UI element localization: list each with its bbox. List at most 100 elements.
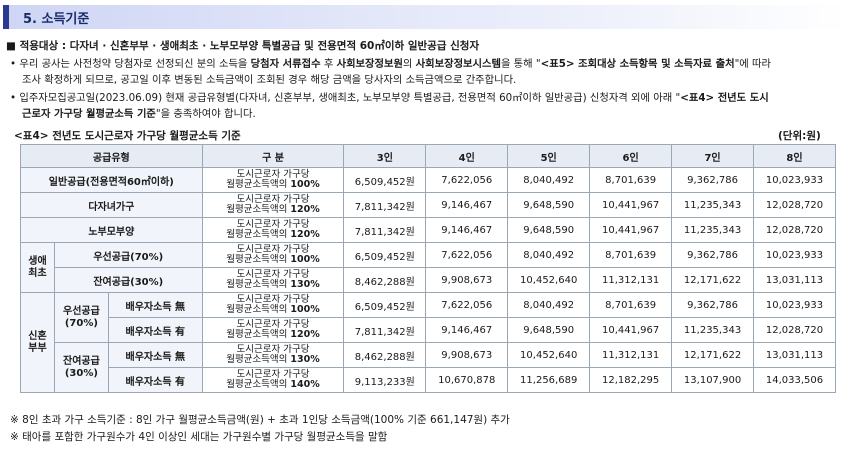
para1-bold-system: 사회보장정보시스템 (415, 58, 501, 70)
value-cell: 10,441,967 (589, 217, 673, 243)
row-label: 일반공급(전용면적60㎡이하) (20, 167, 203, 193)
para2-bold-criteria: 근로자 가구당 월평균소득 기준 (22, 108, 156, 120)
para1-bold-table5: <표5> 조회대상 소득항목 및 소득자료 출처 (540, 58, 735, 70)
row-label: 배우자소득 無 (107, 342, 203, 368)
std-line-1: 도시근로자 가구당 (236, 319, 310, 330)
std-cell: 도시근로자 가구당 월평균소득액의 130% (201, 342, 345, 368)
value-cell: 10,670,878 (425, 367, 509, 393)
table-row: 신혼 부부 우선공급 (70%) 배우자소득 無 도시근로자 가구당 월평균소득액… (20, 292, 836, 393)
header-col-7: 7인 (671, 144, 755, 168)
header-col-3: 3인 (343, 144, 427, 168)
note-2: ※ 태아를 포함한 가구원수가 4인 이상인 세대는 가구원수별 가구당 월평균… (10, 431, 388, 443)
value-cell: 12,028,720 (753, 317, 836, 343)
std-cell: 도시근로자 가구당 월평균소득액의 120% (201, 317, 345, 343)
std-percent: 100% (290, 304, 320, 315)
std-percent: 120% (290, 329, 320, 340)
header-col-4: 4인 (425, 144, 509, 168)
value-cell: 9,908,673 (425, 267, 509, 293)
table-title: <표4> 전년도 도시근로자 가구당 월평균소득 기준 (14, 130, 241, 142)
income-criteria-table: 공급유형 구 분 3인 4인 5인 6인 7인 8인 일반공급(전용면적60㎡이… (20, 144, 836, 393)
para1-text-g: 을 통해 " (500, 58, 541, 70)
row-label: 우선공급(70%) (53, 242, 203, 268)
para1-text-a: • 우리 공사는 사전청약 당첨자로 선정되신 분의 소득을 (10, 58, 251, 70)
value-cell: 9,648,590 (507, 192, 591, 218)
para1-line2: 조사 확정하게 되므로, 공고일 이후 변동된 소득금액이 조회된 경우 해당 … (22, 74, 517, 86)
value-cell: 9,146,467 (425, 317, 509, 343)
value-cell: 8,040,492 (507, 167, 591, 193)
value-cell: 8,462,288원 (343, 342, 427, 368)
std-line-1: 도시근로자 가구당 (236, 269, 310, 280)
apply-line: ■ 적용대상 : 다자녀 · 신혼부부 · 생애최초 · 노부모부양 특별공급 … (6, 38, 479, 53)
table-row: 배우자소득 有 도시근로자 가구당 월평균소득액의 140% 9,113,233원… (21, 367, 836, 393)
section-header: 5. 소득기준 (3, 5, 849, 29)
row-label: 잔여공급(30%) (53, 267, 203, 293)
std-cell: 도시근로자 가구당 월평균소득액의 120% (201, 217, 345, 243)
table-row: 배우자소득 有 도시근로자 가구당 월평균소득액의 120% 7,811,342원… (21, 317, 836, 343)
value-cell: 9,146,467 (425, 192, 509, 218)
value-cell: 8,040,492 (507, 242, 591, 268)
value-cell: 11,256,689 (507, 367, 591, 393)
header-col-6: 6인 (589, 144, 673, 168)
std-line-1: 도시근로자 가구당 (236, 369, 310, 380)
table-row: 생애 최초 우선공급(70%) 도시근로자 가구당 월평균소득액의 100% 6,… (20, 242, 836, 293)
apply-prefix: ■ 적용대상 : (6, 40, 70, 52)
value-cell: 9,908,673 (425, 342, 509, 368)
para1-line1: • 우리 공사는 사전청약 당첨자로 선정되신 분의 소득을 당첨자 서류접수 … (10, 55, 771, 70)
value-cell: 12,171,622 (671, 267, 755, 293)
apply-text: 다자녀 · 신혼부부 · 생애최초 · 노부모부양 특별공급 및 전용면적 60… (69, 40, 480, 52)
std-line-2: 월평균소득액의 130% (226, 354, 320, 365)
para1-text-c: 후 (320, 58, 337, 70)
row-label: 배우자소득 有 (107, 367, 203, 393)
value-cell: 10,023,933 (753, 242, 836, 268)
std-line-1: 도시근로자 가구당 (236, 219, 310, 230)
para2-line2: 근로자 가구당 월평균소득 기준"을 충족하여야 합니다. (22, 105, 256, 120)
table-unit: (단위:원) (778, 130, 821, 142)
std-line-1: 도시근로자 가구당 (236, 344, 310, 355)
note-1: ※ 8인 초과 가구 소득기준 : 8인 가구 월평균소득금액(원) + 초과 … (10, 414, 510, 426)
std-line-1: 도시근로자 가구당 (236, 169, 310, 180)
value-cell: 11,235,343 (671, 217, 755, 243)
para2-bold-table4: <표4> 전년도 도시 (680, 92, 769, 104)
row-label: 배우자소득 有 (107, 317, 203, 343)
value-cell: 10,441,967 (589, 317, 673, 343)
std-cell: 도시근로자 가구당 월평균소득액의 100% (201, 292, 345, 318)
value-cell: 10,441,967 (589, 192, 673, 218)
value-cell: 11,235,343 (671, 192, 755, 218)
table-row: 일반공급(전용면적60㎡이하) 도시근로자 가구당 월평균소득액의 100% 6,… (20, 167, 836, 193)
value-cell: 12,028,720 (753, 192, 836, 218)
std-percent: 120% (290, 229, 320, 240)
value-cell: 10,023,933 (753, 167, 836, 193)
std-line-2: 월평균소득액의 140% (226, 379, 320, 390)
para1-text-e: 의 (402, 58, 416, 70)
header-type: 공급유형 (20, 144, 203, 168)
std-percent: 130% (290, 354, 320, 365)
std-percent: 130% (290, 279, 320, 290)
value-cell: 11,312,131 (589, 267, 673, 293)
std-line-1: 도시근로자 가구당 (236, 194, 310, 205)
value-cell: 7,811,342원 (343, 192, 427, 218)
table-row: 다자녀가구 도시근로자 가구당 월평균소득액의 120% 7,811,342원 9… (20, 192, 836, 218)
value-cell: 13,031,113 (753, 342, 836, 368)
value-cell: 10,452,640 (507, 342, 591, 368)
value-cell: 12,028,720 (753, 217, 836, 243)
value-cell: 8,701,639 (589, 242, 673, 268)
value-cell: 10,023,933 (753, 292, 836, 318)
group-remaining: 잔여공급 (30%) (53, 342, 109, 393)
value-cell: 11,312,131 (589, 342, 673, 368)
value-cell: 8,701,639 (589, 167, 673, 193)
table-row: 노부모부양 도시근로자 가구당 월평균소득액의 120% 7,811,342원 9… (20, 217, 836, 243)
std-line-2: 월평균소득액의 100% (226, 254, 320, 265)
value-cell: 8,701,639 (589, 292, 673, 318)
value-cell: 8,040,492 (507, 292, 591, 318)
value-cell: 9,648,590 (507, 317, 591, 343)
header-category: 구 분 (201, 144, 345, 168)
group-priority: 우선공급 (70%) (53, 292, 109, 343)
std-cell: 도시근로자 가구당 월평균소득액의 130% (201, 267, 345, 293)
std-percent: 140% (290, 379, 320, 390)
value-cell: 12,171,622 (671, 342, 755, 368)
std-cell: 도시근로자 가구당 월평균소득액의 120% (201, 192, 345, 218)
value-cell: 12,182,295 (589, 367, 673, 393)
header-col-8: 8인 (753, 144, 836, 168)
para2-text-b: "을 충족하여야 합니다. (155, 108, 256, 120)
